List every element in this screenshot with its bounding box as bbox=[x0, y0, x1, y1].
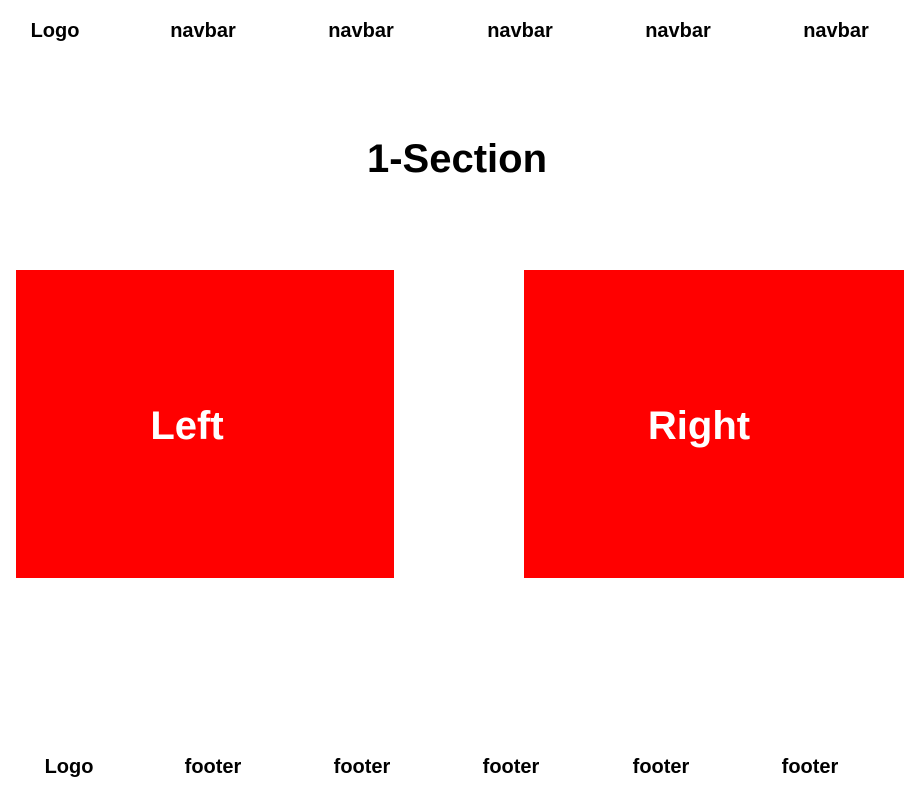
footer-item-2: footer bbox=[333, 756, 391, 778]
nav-item-3[interactable]: navbar bbox=[487, 20, 553, 42]
section-title: 1-Section bbox=[366, 137, 548, 181]
right-box: Right bbox=[524, 270, 904, 578]
nav-item-5[interactable]: navbar bbox=[803, 20, 869, 42]
footer-logo: Logo bbox=[44, 756, 94, 778]
footer-item-5: footer bbox=[781, 756, 839, 778]
right-box-label: Right bbox=[647, 404, 751, 448]
nav-item-1[interactable]: navbar bbox=[170, 20, 236, 42]
footer: Logo footer footer footer footer footer bbox=[0, 740, 914, 794]
nav-item-2[interactable]: navbar bbox=[328, 20, 394, 42]
footer-item-4: footer bbox=[632, 756, 690, 778]
header-logo[interactable]: Logo bbox=[30, 20, 80, 42]
nav-item-4[interactable]: navbar bbox=[645, 20, 711, 42]
footer-item-3: footer bbox=[482, 756, 540, 778]
left-box-label: Left bbox=[150, 404, 224, 448]
left-box: Left bbox=[16, 270, 394, 578]
top-navbar: Logo navbar navbar navbar navbar navbar bbox=[0, 0, 914, 62]
footer-item-1: footer bbox=[184, 756, 242, 778]
